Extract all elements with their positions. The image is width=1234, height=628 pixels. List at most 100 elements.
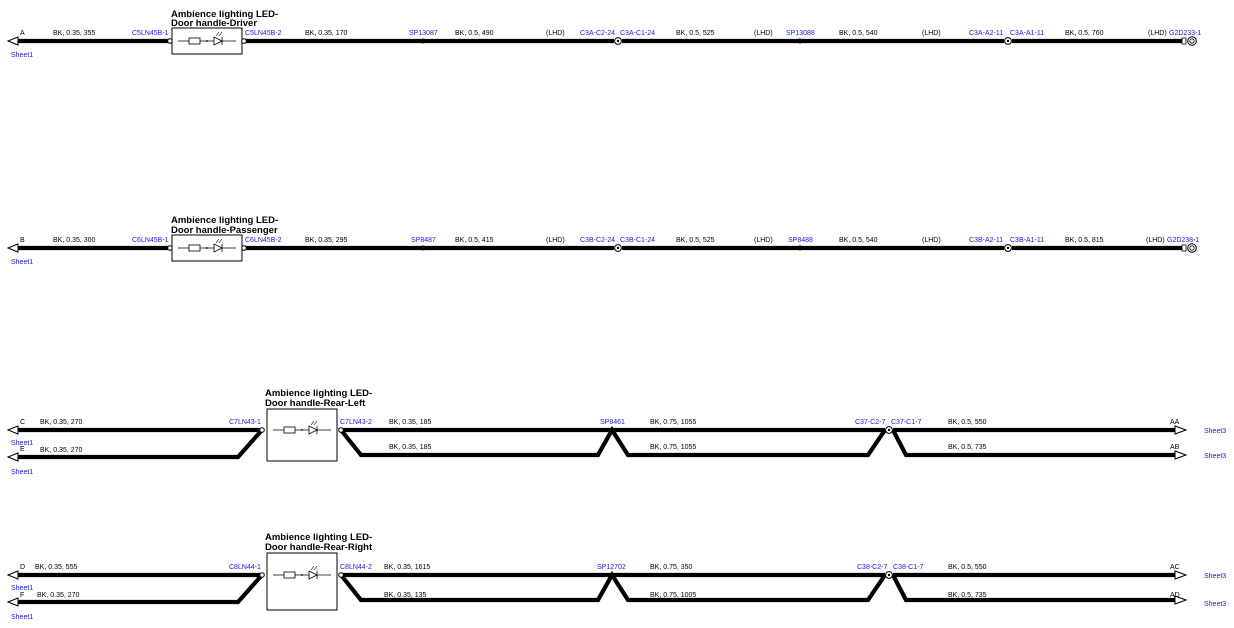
- row-driver: A Sheet1 BK, 0.35, 355 C5LN45B-1 Ambienc…: [6, 9, 1201, 59]
- connector-label[interactable]: C3A-A1-11: [1010, 30, 1044, 37]
- sheet-link[interactable]: Sheet1: [11, 52, 33, 59]
- led-icon: [178, 238, 236, 253]
- splice-point[interactable]: [609, 572, 615, 578]
- wire-label: BK, 0.5, 540: [839, 30, 878, 37]
- inline-connector-center: [1006, 246, 1010, 250]
- connector-label[interactable]: C3B-A2-11: [969, 237, 1003, 244]
- ground-label[interactable]: G2D238-1: [1167, 237, 1199, 244]
- off-sheet-arrow-left[interactable]: [6, 597, 19, 607]
- sheet-link[interactable]: Sheet1: [11, 259, 33, 266]
- inline-connector-center: [616, 39, 620, 43]
- wire: [15, 428, 264, 460]
- wire: [15, 573, 264, 605]
- connector-label[interactable]: C7LN43-2: [340, 419, 372, 426]
- connector-label[interactable]: C3B-C2-24: [580, 237, 615, 244]
- off-sheet-arrow-right[interactable]: [1174, 570, 1188, 580]
- wire-label: BK, 0.35, 170: [305, 30, 348, 37]
- sheet-link[interactable]: Sheet3: [1204, 573, 1226, 580]
- row-passenger: B Sheet1 BK, 0.35, 300 C6LN45B-1 Ambienc…: [6, 215, 1199, 266]
- splice-label[interactable]: SP13087: [409, 30, 438, 37]
- connector-label[interactable]: C3A-C2-24: [580, 30, 615, 37]
- wire-label: BK, 0.5, 525: [676, 30, 715, 37]
- connector-pin: [338, 427, 344, 433]
- sheet-link[interactable]: Sheet1: [11, 585, 33, 592]
- wire-label: BK, 0.5, 415: [455, 237, 494, 244]
- connector-label[interactable]: C38-C1-7: [893, 564, 923, 571]
- off-sheet-arrow-left[interactable]: [6, 243, 19, 253]
- sheet-link[interactable]: Sheet1: [11, 469, 33, 476]
- sheet-link[interactable]: Sheet1: [11, 614, 33, 621]
- off-sheet-arrow-left[interactable]: [6, 36, 19, 46]
- sheet-link[interactable]: Sheet3: [1204, 428, 1226, 435]
- sheet-link[interactable]: Sheet3: [1204, 601, 1226, 608]
- off-sheet-arrow-left[interactable]: [6, 570, 19, 580]
- splice-label[interactable]: SP8488: [788, 237, 813, 244]
- inline-connector-center: [887, 573, 891, 577]
- wire-label: BK, 0.35, 270: [40, 419, 83, 426]
- wire-letter: AD: [1170, 592, 1180, 599]
- wire-letter: A: [20, 30, 25, 37]
- off-sheet-arrow-left[interactable]: [6, 425, 19, 435]
- connector-label[interactable]: C6LN45B-1: [132, 237, 169, 244]
- row-rear-right: D Sheet1 F Sheet1 BK, 0.35, 555 BK, 0.35…: [6, 532, 1226, 621]
- row-rear-left: C Sheet1 E Sheet1 BK, 0.35, 270 BK, 0.35…: [6, 388, 1226, 476]
- lhd-label: (LHD): [754, 30, 773, 37]
- connector-label[interactable]: C3A-A2-11: [969, 30, 1003, 37]
- connector-label[interactable]: C8LN44-1: [229, 564, 261, 571]
- off-sheet-arrow-right[interactable]: [1174, 450, 1188, 460]
- wire-label: BK, 0.75, 1005: [650, 592, 696, 599]
- sheet-link[interactable]: Sheet1: [11, 440, 33, 447]
- component-title: Door handle-Rear-Left: [265, 398, 366, 409]
- connector-label[interactable]: C6LN45B-2: [245, 237, 282, 244]
- inline-connector-center: [616, 246, 620, 250]
- off-sheet-arrow-right[interactable]: [1174, 425, 1188, 435]
- splice-point[interactable]: [609, 427, 615, 433]
- connector-label[interactable]: C38-C2-7: [857, 564, 887, 571]
- ground-label[interactable]: G2D233-1: [1169, 30, 1201, 37]
- wire-label: BK, 0.35, 1615: [384, 564, 430, 571]
- splice-point[interactable]: [420, 245, 426, 251]
- off-sheet-arrow-left[interactable]: [6, 452, 19, 462]
- wire-letter: C: [20, 419, 25, 426]
- lhd-label: (LHD): [1148, 30, 1167, 37]
- wire-label: BK, 0.35, 135: [384, 592, 427, 599]
- wire-label: BK, 0.5, 540: [839, 237, 878, 244]
- lhd-label: (LHD): [1146, 237, 1165, 244]
- wire-label: BK, 0.35, 295: [305, 237, 348, 244]
- connector-label[interactable]: C5LN45B-2: [245, 30, 282, 37]
- lhd-label: (LHD): [546, 30, 565, 37]
- ground-icon[interactable]: [1181, 243, 1197, 253]
- connector-label[interactable]: C37-C1-7: [891, 419, 921, 426]
- wire-letter: F: [20, 592, 24, 599]
- sheet-link[interactable]: Sheet3: [1204, 453, 1226, 460]
- connector-label[interactable]: C3B-A1-11: [1010, 237, 1044, 244]
- led-component-box[interactable]: [266, 552, 338, 611]
- splice-point[interactable]: [797, 245, 803, 251]
- led-component-box[interactable]: [266, 408, 338, 462]
- lhd-label: (LHD): [754, 237, 773, 244]
- wire-letter: E: [20, 446, 25, 453]
- component-title: Ambience lighting LED-: [265, 532, 372, 543]
- wire-label: BK, 0.5, 735: [948, 444, 987, 451]
- off-sheet-arrow-right[interactable]: [1174, 595, 1188, 605]
- splice-label[interactable]: SP13088: [786, 30, 815, 37]
- splice-label[interactable]: SP8487: [411, 237, 436, 244]
- connector-label[interactable]: C8LN44-2: [340, 564, 372, 571]
- splice-point[interactable]: [797, 38, 803, 44]
- splice-point[interactable]: [420, 38, 426, 44]
- wire-label: BK, 0.5, 760: [1065, 30, 1104, 37]
- splice-label[interactable]: SP8461: [600, 419, 625, 426]
- lhd-label: (LHD): [546, 237, 565, 244]
- wire-letter: AC: [1170, 564, 1180, 571]
- wire-label: BK, 0.5, 815: [1065, 237, 1104, 244]
- connector-label[interactable]: C5LN45B-1: [132, 30, 169, 37]
- wire-label: BK, 0.5, 550: [948, 419, 987, 426]
- connector-label[interactable]: C3B-C1-24: [620, 237, 655, 244]
- wire-label: BK, 0.35, 185: [389, 444, 432, 451]
- connector-label[interactable]: C7LN43-1: [229, 419, 261, 426]
- connector-label[interactable]: C3A-C1-24: [620, 30, 655, 37]
- ground-icon[interactable]: [1181, 36, 1197, 46]
- connector-label[interactable]: C37-C2-7: [855, 419, 885, 426]
- connector-pin: [259, 572, 265, 578]
- splice-label[interactable]: SP12702: [597, 564, 626, 571]
